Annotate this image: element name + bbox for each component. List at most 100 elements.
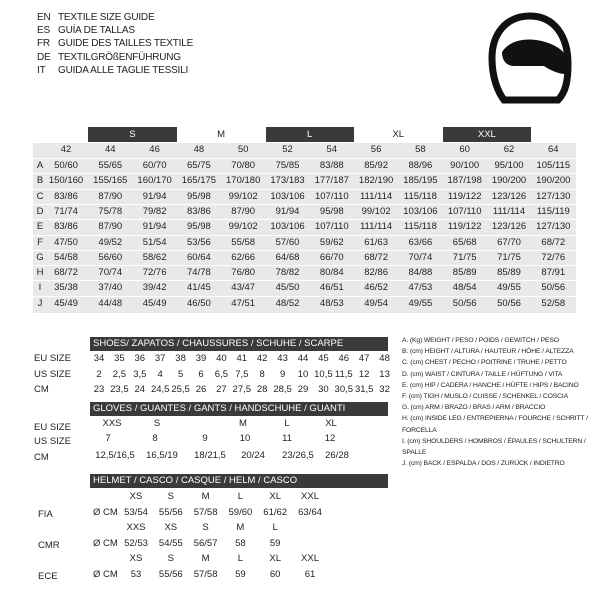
cell: 80/84: [319, 267, 344, 279]
cell: 29: [297, 384, 309, 395]
cell: 190/200: [491, 175, 527, 187]
cell: 16,5/19: [146, 450, 178, 461]
cell: 39: [195, 353, 207, 364]
section-bar: [90, 337, 388, 351]
row-label: EU SIZE: [34, 353, 71, 364]
cell: 42: [256, 353, 268, 364]
size-label: M: [201, 491, 210, 502]
cell: 31,5: [354, 384, 374, 395]
lang-code: ES: [37, 25, 50, 37]
cell: 119/122: [447, 221, 482, 233]
size-label: XS: [164, 522, 178, 533]
row-label: EU SIZE: [34, 422, 71, 433]
cell: 87/90: [98, 221, 123, 233]
cell: 65/75: [187, 160, 211, 171]
cell: 62/66: [231, 251, 256, 263]
cell: 59: [235, 569, 246, 580]
cell: 87/90: [231, 205, 256, 217]
cell: 76/80: [231, 267, 256, 279]
legend-item: J. (cm) BACK / ESPALDA / DOS / ZURÜCK / …: [402, 460, 565, 468]
cell: 13: [379, 368, 390, 380]
cell: 26/28: [325, 450, 349, 461]
cell: 49/55: [408, 297, 433, 309]
legend-item: E. (cm) HIP / CADERA / HANCHE / HÜFTE / …: [402, 381, 579, 389]
header-line: TEXTILGRÖßENFÜHRUNG: [58, 51, 181, 63]
cell: 150/160: [48, 175, 84, 187]
size-label: XS: [129, 553, 143, 564]
cell: 28,5: [273, 384, 292, 395]
size-number: 62: [503, 144, 515, 155]
cell: 52/58: [541, 297, 566, 309]
cell: 6: [198, 368, 204, 380]
cell: 40: [216, 353, 227, 364]
cell: 36: [134, 353, 146, 364]
cell: 54/55: [158, 538, 183, 549]
section-bar: [90, 402, 388, 416]
header-line: GUIDE DES TAILLES TEXTILE: [58, 38, 194, 50]
cell: 11: [282, 433, 292, 444]
size-number: 54: [326, 144, 338, 155]
row-label: US SIZE: [34, 436, 71, 447]
row-label: FIA: [38, 509, 53, 520]
row-label: US SIZE: [34, 368, 71, 380]
cell: 49/52: [98, 236, 123, 248]
table-background: [33, 143, 576, 313]
size-band: S: [129, 128, 136, 140]
row-separator: [33, 280, 576, 282]
cell: 8: [259, 368, 265, 380]
cell: 61: [304, 569, 316, 580]
cell: 55/58: [231, 236, 256, 248]
cell: 47/51: [231, 297, 256, 309]
row-separator: [33, 234, 576, 236]
size-number: 52: [282, 144, 293, 155]
cell: 48/52: [275, 297, 300, 309]
header-line: GUIDA ALLE TAGLIE TESSILI: [58, 64, 189, 76]
row-separator: [33, 203, 576, 205]
cell: 46: [338, 353, 350, 364]
cell: 78/82: [275, 267, 300, 279]
cell: 119/122: [447, 190, 482, 202]
cell: L: [284, 418, 290, 429]
cell: 50/56: [541, 282, 566, 294]
cell: 103/106: [270, 221, 305, 233]
size-number: 60: [459, 144, 470, 155]
cell: 48/54: [452, 282, 477, 294]
cell: 107/110: [314, 190, 349, 202]
size-label: XXS: [126, 522, 146, 533]
cell: 41: [236, 353, 248, 364]
cell: 24,5: [150, 384, 170, 395]
cell: 45: [318, 353, 329, 364]
cell: 12: [324, 433, 336, 444]
cell: 160/170: [137, 175, 172, 187]
size-label: L: [272, 522, 278, 533]
row-separator: [33, 219, 576, 221]
legend-item: C. (cm) CHEST / PECHO / POITRINE / TRUHE…: [402, 359, 567, 367]
size-label: L: [237, 491, 244, 502]
cell: 87/91: [541, 267, 566, 279]
cell: 71/75: [497, 251, 521, 263]
cell: 7: [105, 433, 111, 444]
legend-item: F. (cm) TIGH / MUSLO / CUISSE / SCHENKEL…: [402, 393, 568, 401]
section-title: GLOVES / GUANTES / GANTS / HANDSCHUHE / …: [93, 403, 346, 414]
cell: 55/56: [158, 569, 183, 580]
cell: 11,5: [334, 368, 353, 380]
cell: 50/56: [497, 297, 521, 309]
legend-item: H. (cm) INSIDE LEG / ENTREPIERNA / FOURC…: [402, 415, 588, 434]
row-label: ECE: [38, 571, 58, 582]
cell: 115/118: [403, 221, 437, 233]
cell: 9: [279, 368, 286, 380]
size-number: 46: [149, 144, 160, 155]
cell: 71/75: [452, 251, 477, 263]
cell: 99/102: [228, 190, 258, 202]
cell: 103/106: [403, 205, 438, 217]
unit-label: Ø CM: [93, 507, 118, 518]
cell: 190/200: [536, 175, 571, 187]
row-label: H: [36, 267, 44, 279]
size-label: XS: [129, 491, 143, 502]
cell: 185/195: [403, 175, 438, 187]
lang-code: DE: [37, 51, 51, 63]
cell: 24: [134, 384, 146, 395]
size-label: L: [237, 553, 244, 564]
cell: 53/56: [187, 236, 211, 248]
cell: 37/40: [98, 282, 123, 294]
